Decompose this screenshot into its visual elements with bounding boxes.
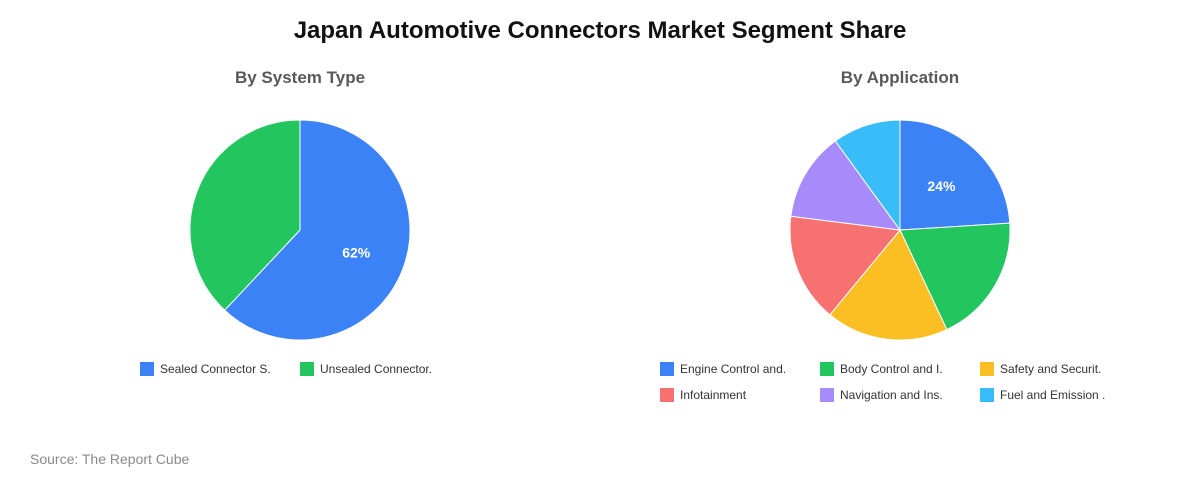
pie-title-application: By Application [840, 68, 960, 87]
pie-title-system-type: By System Type [234, 68, 366, 87]
pie-chart-application: 24% [789, 119, 1011, 341]
legend-label: Unsealed Connector. [320, 362, 433, 376]
pie-chart-system-type: 62% [189, 119, 411, 341]
legend-item-safety-and-securit: Safety and Securit. [980, 361, 1101, 377]
pie-slice-body-control-and-i [899, 222, 1011, 331]
legend-item-navigation-and-ins: Navigation and Ins. [820, 387, 943, 403]
legend-swatch [660, 362, 674, 376]
legend-item-body-control-and-i: Body Control and I. [820, 361, 943, 377]
legend-label: Infotainment [680, 388, 747, 402]
legend-item-engine-control-and: Engine Control and. [660, 361, 786, 377]
source-note: Source: The Report Cube [30, 451, 190, 467]
legend-swatch [660, 388, 674, 402]
legend-swatch [300, 362, 314, 376]
legend-label: Sealed Connector S. [160, 362, 271, 376]
legend-swatch [820, 362, 834, 376]
pie-data-label: 24% [927, 178, 956, 194]
legend-label: Safety and Securit. [1000, 362, 1102, 376]
legend-swatch [820, 388, 834, 402]
legend-label: Navigation and Ins. [840, 388, 943, 402]
pie-slice-sealed-connector-s [223, 119, 411, 341]
legend-item-sealed-connector-s: Sealed Connector S. [140, 361, 271, 377]
legend-label: Engine Control and. [680, 362, 787, 376]
legend-item-unsealed-connector: Unsealed Connector. [300, 361, 432, 377]
pie-slice-safety-and-securit [829, 229, 948, 341]
legend-label: Body Control and I. [840, 362, 943, 376]
pie-slice-navigation-and-ins [790, 140, 902, 231]
legend-swatch [980, 388, 994, 402]
pie-slice-infotainment [789, 215, 901, 316]
legend-swatch [980, 362, 994, 376]
legend-item-infotainment: Infotainment [660, 387, 746, 403]
legend-item-fuel-and-emission: Fuel and Emission . [980, 387, 1105, 403]
legend-swatch [140, 362, 154, 376]
pie-slice-fuel-and-emission [834, 119, 901, 232]
legend-label: Fuel and Emission . [1000, 388, 1106, 402]
pie-slice-engine-control-and [899, 119, 1011, 231]
pie-slice-unsealed-connector [189, 119, 301, 311]
chart-title: Japan Automotive Connectors Market Segme… [293, 17, 907, 44]
pie-data-label: 62% [342, 244, 371, 260]
